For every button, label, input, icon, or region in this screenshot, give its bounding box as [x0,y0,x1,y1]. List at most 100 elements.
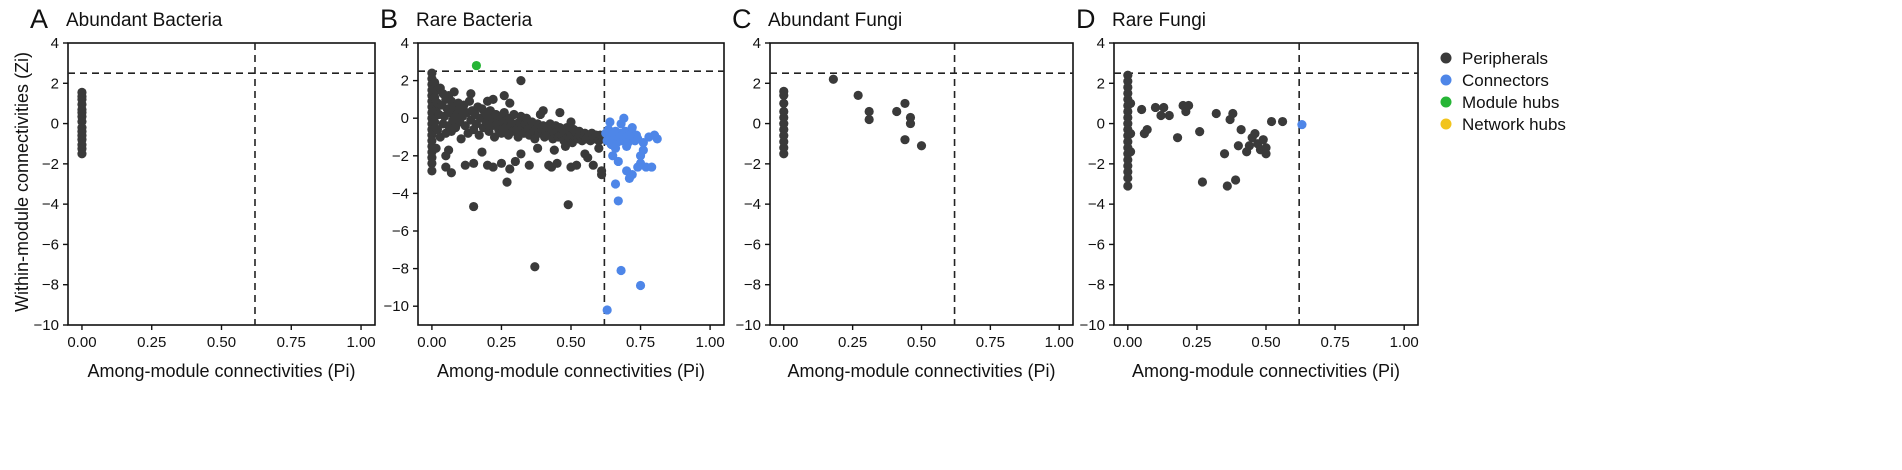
data-point [446,168,456,178]
y-tick-label: −8 [744,277,761,294]
data-point [1250,129,1260,139]
data-point [1125,147,1136,157]
data-point [563,200,573,210]
data-point [610,179,621,189]
x-tick-label: 0.75 [277,334,306,351]
y-tick-label: 4 [1097,35,1105,52]
data-point [505,164,515,174]
data-point [77,149,87,159]
data-point [616,265,626,276]
data-point [469,158,479,168]
data-point [1231,175,1241,185]
x-tick-label: 0.00 [67,334,96,351]
series-peripherals [77,87,87,159]
data-point [1233,141,1243,151]
y-tick-label: −4 [744,196,761,213]
x-tick-label: 0.00 [417,334,446,351]
data-point [916,141,927,151]
data-point [566,117,576,127]
x-tick-label: 0.25 [137,334,166,351]
x-tick-label: 1.00 [1390,334,1419,351]
series-module-hubs [471,60,482,71]
data-point [505,98,515,108]
legend-item: Module hubs [1440,93,1559,112]
data-point [524,160,534,170]
data-point [1266,116,1277,127]
y-tick-label: −6 [392,223,409,240]
data-point [1164,110,1174,121]
y-tick-label: −4 [392,185,409,202]
data-point [635,158,646,168]
y-tick-label: −2 [392,148,409,165]
legend-item: Peripherals [1440,49,1548,68]
data-point [1123,173,1133,183]
data-point [1228,108,1238,119]
x-tick-label: 0.00 [1113,334,1142,351]
legend-label: Module hubs [1462,93,1559,112]
data-point [635,280,646,291]
data-point [627,170,637,180]
panel-title: Abundant Bacteria [66,10,223,31]
data-point [456,134,466,144]
data-point [602,305,612,315]
data-point [489,132,500,142]
y-tick-label: −4 [1088,196,1105,213]
data-point [594,143,604,153]
legend-label: Network hubs [1462,115,1566,134]
y-tick-label: 4 [401,35,409,52]
data-point [499,107,509,118]
data-point [608,151,618,161]
data-point [1123,181,1133,191]
y-tick-label: −10 [384,298,409,315]
data-point [430,117,440,127]
data-point [499,91,509,101]
data-point [1258,135,1268,145]
data-point [441,162,451,172]
data-point [549,145,559,155]
data-point [560,141,571,151]
x-tick-label: 1.00 [1045,334,1074,351]
y-tick-label: 0 [51,116,59,133]
series-peripherals [1123,70,1288,191]
data-point [610,143,621,153]
data-point [555,107,565,118]
data-point [571,160,582,170]
plot-frame [769,42,1074,326]
panel-a: 0.00 0.25 0.50 0.75 1.00 −10 −8 −6 −4 −2 0 2 4A Abund… [30,4,376,381]
y-tick-label: −10 [34,317,59,334]
x-tick-label: 0.50 [207,334,236,351]
data-point [1211,108,1221,119]
data-point [864,106,874,117]
series-peripherals [779,74,927,159]
data-point [1222,181,1232,191]
data-point [510,156,520,167]
data-point [892,106,902,117]
legend-marker [1440,118,1452,130]
data-point [900,98,910,109]
data-point [779,90,789,100]
data-point [597,170,607,180]
plot-frame [67,42,376,326]
data-point [449,87,459,97]
x-tick-label: 1.00 [346,334,375,351]
data-point [502,177,512,187]
data-point [488,162,498,172]
data-point [1297,119,1307,130]
y-tick-label: −8 [1088,277,1105,294]
legend: Peripherals Connectors Module hubs Network … [1440,49,1566,134]
data-point [488,94,498,104]
data-point [427,166,437,176]
data-point [427,158,437,168]
y-tick-label: −6 [1088,236,1105,253]
data-point [638,138,648,148]
x-axis-label: Among-module connectivities (Pi) [437,361,705,381]
y-tick-label: −8 [42,277,59,294]
y-tick-label: −2 [1088,156,1105,173]
legend-label: Peripherals [1462,49,1548,68]
y-tick-label: 4 [753,35,761,52]
x-tick-label: 0.75 [976,334,1005,351]
data-point [533,143,543,153]
data-point [474,130,484,140]
